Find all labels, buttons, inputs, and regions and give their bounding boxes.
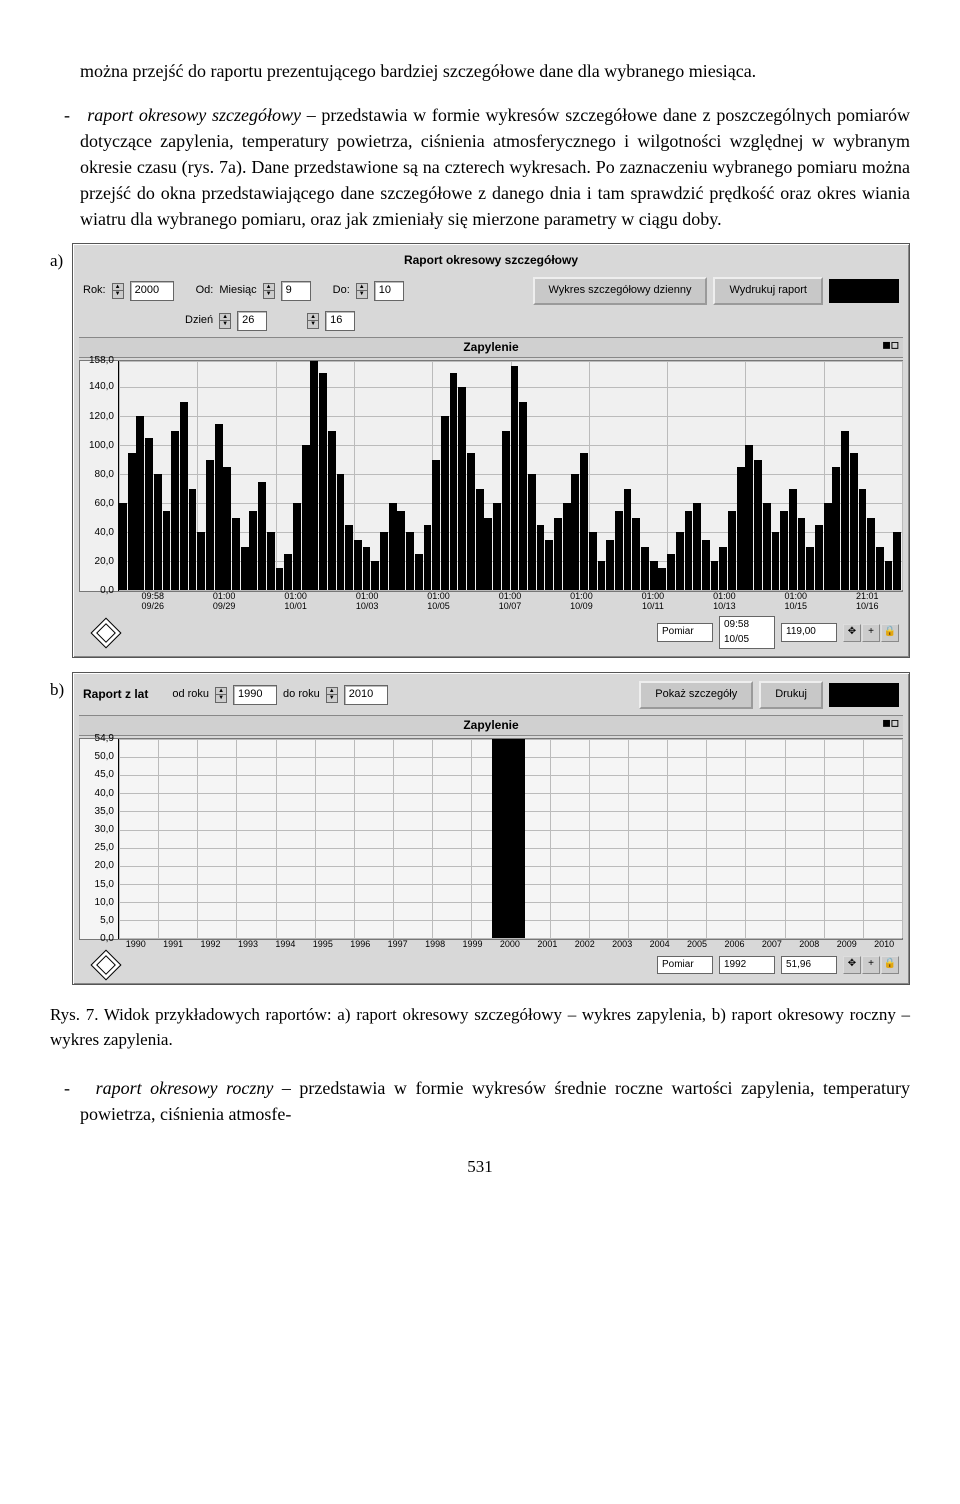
miesiac-od-spinner[interactable]: ▲▼ [263,283,275,299]
crosshair-icon-b[interactable]: ✥ [843,956,861,974]
wykres-dzienny-button[interactable]: Wykres szczegółowy dzienny [533,277,708,305]
rok-label: Rok: [83,283,106,299]
drukuj-button[interactable]: Drukuj [759,681,823,709]
od-label: Od: [196,283,214,299]
panel-a-title: Raport okresowy szczegółowy [83,252,899,269]
doroku-spinner[interactable]: ▲▼ [326,687,338,703]
dark-panel-icon-b [829,683,899,707]
list-dash-2: - [64,1078,70,1098]
chart-a-title: Zapylenie ◼◻ [79,337,903,358]
crosshair-icon[interactable]: ✥ [843,624,861,642]
dzien-label: Dzień [185,313,213,329]
chart-b-yaxis: 54,950,045,040,035,030,025,020,015,010,0… [80,739,118,939]
term-raport-szczegolowy: raport okresowy szczegółowy [87,105,301,125]
plus-icon-b[interactable]: + [862,956,880,974]
panel-a: Raport okresowy szczegółowy Rok: ▲▼ 2000… [72,243,910,658]
term-raport-roczny: raport okresowy roczny [96,1078,274,1098]
diamond-icon-b[interactable] [90,950,121,981]
lock-icon[interactable]: 🔒 [881,624,899,642]
miesiac-do-input[interactable]: 10 [374,281,404,301]
panel-b: Raport z lat od roku ▲▼ 1990 do roku ▲▼ … [72,672,910,985]
dzien-do-input[interactable]: 16 [325,311,355,331]
doroku-label: do roku [283,687,320,703]
panel-a-label: a) [50,243,72,274]
paragraph-2: - raport okresowy szczegółowy – przedsta… [80,102,910,232]
odroku-label: od roku [172,687,209,703]
do-label: Do: [333,283,350,299]
miesiac-do-spinner[interactable]: ▲▼ [356,283,368,299]
figure-caption: Rys. 7. Widok przykładowych raportów: a)… [50,1003,910,1052]
paragraph-1: można przejść do raportu prezentującego … [80,58,910,84]
dzien-do-spinner[interactable]: ▲▼ [307,313,319,329]
chart-b-plot[interactable] [118,739,902,939]
pokaz-button[interactable]: Pokaż szczegóły [639,681,753,709]
miesiac-label: Miesiąc [219,283,256,299]
rok-spinner[interactable]: ▲▼ [112,283,124,299]
pomiar-label-b: Pomiar [657,956,713,975]
page-number: 531 [50,1155,910,1180]
chart-a-toggle-icon[interactable]: ◼◻ [882,339,899,354]
paragraph-3: - raport okresowy roczny – przedstawia w… [80,1075,910,1127]
dzien-od-input[interactable]: 26 [237,311,267,331]
mini-buttons-b: ✥ + 🔒 [843,956,899,974]
panel-b-title: Raport z lat [83,686,148,703]
pomiar-val-b: 51,96 [781,956,837,975]
chart-b-area: 54,950,045,040,035,030,025,020,015,010,0… [79,738,903,940]
chart-b-title: Zapylenie ◼◻ [79,715,903,736]
chart-a-area: 158,0140,0120,0100,080,060,040,020,00,0 [79,360,903,592]
pomiar-label-a: Pomiar [657,623,713,642]
mini-buttons-a: ✥ + 🔒 [843,624,899,642]
plus-icon[interactable]: + [862,624,880,642]
lock-icon-b[interactable]: 🔒 [881,956,899,974]
pomiar-time-a: 09:58 10/05 [719,616,775,649]
doroku-input[interactable]: 2010 [344,685,388,705]
rok-input[interactable]: 2000 [130,281,174,301]
odroku-input[interactable]: 1990 [233,685,277,705]
miesiac-od-input[interactable]: 9 [281,281,311,301]
chart-a-plot[interactable] [118,361,902,591]
odroku-spinner[interactable]: ▲▼ [215,687,227,703]
panel-b-label: b) [50,672,72,703]
dark-panel-icon [829,279,899,303]
wydrukuj-button[interactable]: Wydrukuj raport [713,277,823,305]
pomiar-val-a: 119,00 [781,623,837,642]
list-dash: - [64,105,70,125]
chart-a-xaxis: 09:5809/2601:0009/2901:0010/0101:0010/03… [79,592,903,612]
diamond-icon[interactable] [90,617,121,648]
pomiar-time-b: 1992 [719,956,775,975]
chart-b-xaxis: 1990199119921993199419951996199719981999… [79,940,903,950]
chart-a-yaxis: 158,0140,0120,0100,080,060,040,020,00,0 [80,361,118,591]
chart-b-toggle-icon[interactable]: ◼◻ [882,717,899,732]
dzien-od-spinner[interactable]: ▲▼ [219,313,231,329]
